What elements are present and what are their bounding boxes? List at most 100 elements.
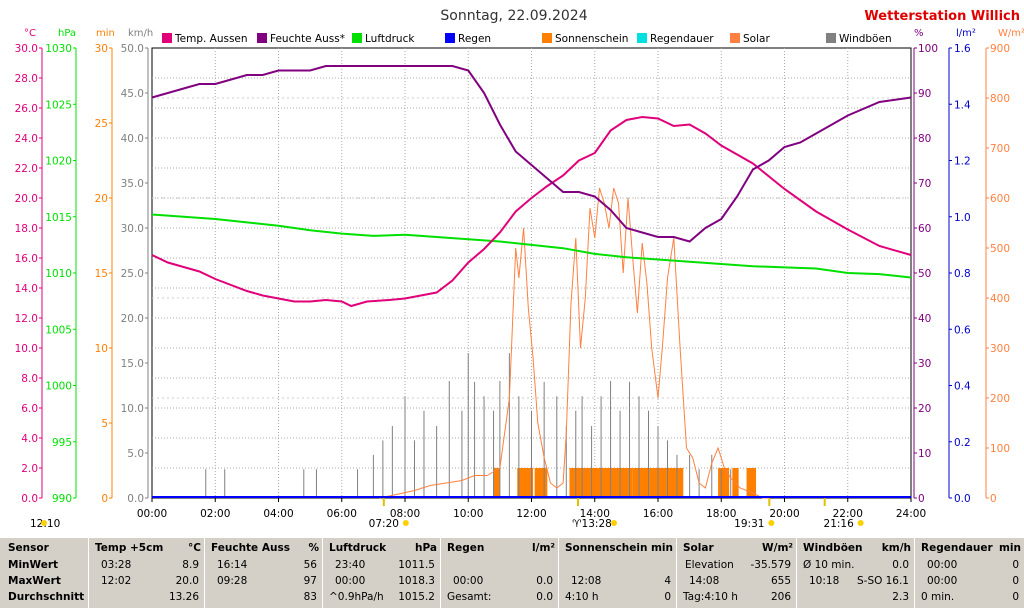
sunshine-bar-1: [517, 468, 534, 498]
legend-swatch-5: [637, 33, 647, 43]
stats-wind-max: 16.1: [885, 575, 909, 587]
humidity-tick-label-8: 80: [918, 133, 931, 145]
rain-tick-label-8: 1.6: [954, 43, 971, 55]
solar-tick-label-9: 900: [990, 43, 1010, 55]
marker-label-1: 07:20: [369, 518, 399, 530]
stats-col-rain: Regen l/m² 00:00 0.0 Gesamt: 0.0: [440, 538, 559, 608]
x-tick-label-8: 16:00: [643, 508, 673, 520]
stats-rainduration-max-time: 00:00: [927, 575, 958, 587]
x-tick-label-10: 20:00: [769, 508, 799, 520]
temp-tick-label-8: 16.0: [15, 253, 38, 265]
temp-tick-label-6: 12.0: [15, 313, 38, 325]
stats-humidity-title: Feuchte Auss: [211, 542, 290, 554]
sunshine-bar-5: [718, 468, 730, 498]
rain-axis-unit: l/m²: [956, 28, 976, 39]
temp-tick-label-0: 0.0: [21, 493, 38, 505]
stats-sunshine-unit: min: [650, 542, 673, 554]
temp-tick-label-15: 30.0: [15, 43, 38, 55]
solar-tick-label-3: 300: [990, 343, 1010, 355]
stats-humidity-min-time: 16:14: [217, 559, 248, 571]
temp-tick-label-9: 18.0: [15, 223, 38, 235]
sun-tick-label-0: 0: [101, 493, 108, 505]
legend-label-4: Sonnenschein: [555, 33, 628, 45]
rain-tick-label-5: 1.0: [954, 212, 971, 224]
x-tick-label-4: 08:00: [390, 508, 420, 520]
stats-solar-elevation-label: Elevation: [685, 559, 734, 571]
legend-label-6: Solar: [743, 33, 770, 45]
pressure-tick-label-6: 1020: [45, 156, 72, 168]
wind-tick-label-5: 25.0: [121, 268, 144, 280]
stats-pressure-min: 1011.5: [398, 559, 435, 571]
stats-temp-title: Temp +5cm: [95, 542, 164, 554]
stats-solar-elevation: -35.579: [750, 559, 791, 571]
stats-label-sensor: Sensor: [8, 542, 49, 554]
x-tick-label-3: 06:00: [327, 508, 357, 520]
stats-col-solar: Solar W/m² Elevation -35.579 14:08 655 Ta…: [676, 538, 797, 608]
sun-dot-0: [41, 520, 47, 526]
humidity-tick-label-7: 70: [918, 178, 931, 190]
stats-col-rainduration: Regendauer min 00:00 0 00:00 0 0 min. 0: [914, 538, 1024, 608]
marker-label-2: ♈13:28: [572, 518, 612, 530]
stats-wind-min: 0.0: [892, 559, 909, 571]
wind-tick-label-10: 50.0: [121, 43, 144, 55]
temp-axis-unit: °C: [24, 28, 36, 39]
wind-tick-label-7: 35.0: [121, 178, 144, 190]
legend-label-7: Windböen: [839, 33, 892, 45]
stats-wind-unit: km/h: [881, 542, 911, 554]
temp-tick-label-4: 8.0: [21, 373, 38, 385]
sun-dot-4: [857, 520, 864, 526]
stats-table: Sensor MinWert MaxWert Durchschnitt Temp…: [0, 538, 1024, 608]
stats-humidity-min: 56: [303, 559, 317, 571]
stats-temp-max: 20.0: [175, 575, 199, 587]
stats-pressure-min-time: 23:40: [335, 559, 366, 571]
x-tick-label-1: 02:00: [200, 508, 230, 520]
wind-tick-label-2: 10.0: [121, 403, 144, 415]
stats-col-wind: Windböen km/h Ø 10 min. 0.0 10:18 S-SO 16…: [796, 538, 915, 608]
x-tick-label-11: 22:00: [833, 508, 863, 520]
rain-tick-label-1: 0.2: [954, 437, 971, 449]
stats-wind-max-dir: S-SO: [857, 575, 883, 587]
stats-sunshine-max: 4: [664, 575, 671, 587]
wind-tick-label-9: 45.0: [121, 88, 144, 100]
stats-rainduration-min: 0: [1012, 559, 1019, 571]
legend-swatch-1: [257, 33, 267, 43]
legend-swatch-3: [445, 33, 455, 43]
solar-tick-label-4: 400: [990, 293, 1010, 305]
rain-tick-label-2: 0.4: [954, 381, 971, 393]
temp-tick-label-10: 20.0: [15, 193, 38, 205]
sunshine-bar-0: [493, 468, 500, 498]
x-tick-label-9: 18:00: [706, 508, 736, 520]
rain-tick-label-7: 1.4: [954, 99, 971, 111]
solar-tick-label-1: 100: [990, 443, 1010, 455]
stats-humidity-max-time: 09:28: [217, 575, 248, 587]
x-tick-label-2: 04:00: [263, 508, 293, 520]
legend-swatch-7: [826, 33, 836, 43]
rain-tick-label-0: 0.0: [954, 493, 971, 505]
solar-tick-label-6: 600: [990, 193, 1010, 205]
legend-swatch-2: [352, 33, 362, 43]
wind-tick-label-3: 15.0: [121, 358, 144, 370]
stats-solar-avg: 206: [770, 591, 791, 603]
x-tick-label-5: 10:00: [453, 508, 483, 520]
humidity-axis-unit: %: [914, 28, 924, 39]
stats-solar-day: Tag:4:10 h: [683, 591, 738, 603]
chart-title: Sonntag, 22.09.2024: [440, 8, 587, 24]
humidity-tick-label-9: 90: [918, 88, 931, 100]
solar-tick-label-7: 700: [990, 143, 1010, 155]
humidity-tick-label-4: 40: [918, 313, 931, 325]
legend-label-3: Regen: [458, 33, 491, 45]
legend-label-0: Temp. Aussen: [174, 33, 248, 45]
solar-tick-label-8: 800: [990, 93, 1010, 105]
solar-tick-label-2: 200: [990, 393, 1010, 405]
sunshine-bar-7: [746, 468, 757, 498]
stats-col-temp: Temp +5cm °C 03:28 8.9 12:02 20.0 13.26: [88, 538, 205, 608]
x-tick-label-12: 24:00: [896, 508, 926, 520]
humidity-line: [151, 65, 912, 243]
wind-tick-label-4: 20.0: [121, 313, 144, 325]
temp-tick-label-11: 22.0: [15, 163, 38, 175]
legend-label-2: Luftdruck: [365, 33, 415, 45]
pressure-tick-label-4: 1010: [45, 268, 72, 280]
temp-tick-label-2: 4.0: [21, 433, 38, 445]
pressure-axis-unit: hPa: [58, 28, 76, 39]
stats-rainduration-min-time: 00:00: [927, 559, 958, 571]
